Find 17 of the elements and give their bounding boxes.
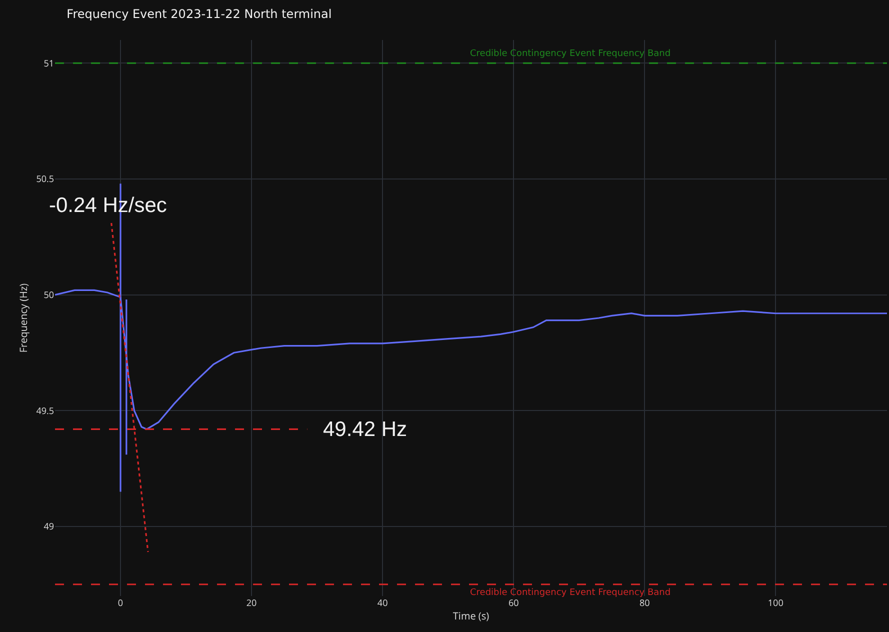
x-axis-title: Time (s) <box>452 608 490 622</box>
ref-line-label: Credible Contingency Event Frequency Band <box>470 49 671 59</box>
y-axis-title: Frequency (Hz) <box>16 283 30 353</box>
y-tick-label: 50 <box>44 288 54 301</box>
chart-title: Frequency Event 2023-11-22 North terminal <box>66 6 332 21</box>
y-tick-label: 50.5 <box>36 172 54 186</box>
ref-line-label: Credible Contingency Event Frequency Band <box>470 588 671 598</box>
annotation: 49.42 Hz <box>323 418 408 441</box>
y-tick-label: 51 <box>44 56 54 70</box>
x-tick-label: 60 <box>508 596 519 609</box>
y-tick-label: 49 <box>44 520 54 533</box>
x-tick-label: 40 <box>377 596 388 609</box>
x-tick-label: 20 <box>246 596 257 609</box>
x-tick-label: 80 <box>639 596 650 609</box>
x-tick-label: 0 <box>118 596 124 609</box>
x-tick-label: 100 <box>768 596 784 609</box>
y-tick-label: 49.5 <box>36 404 54 417</box>
